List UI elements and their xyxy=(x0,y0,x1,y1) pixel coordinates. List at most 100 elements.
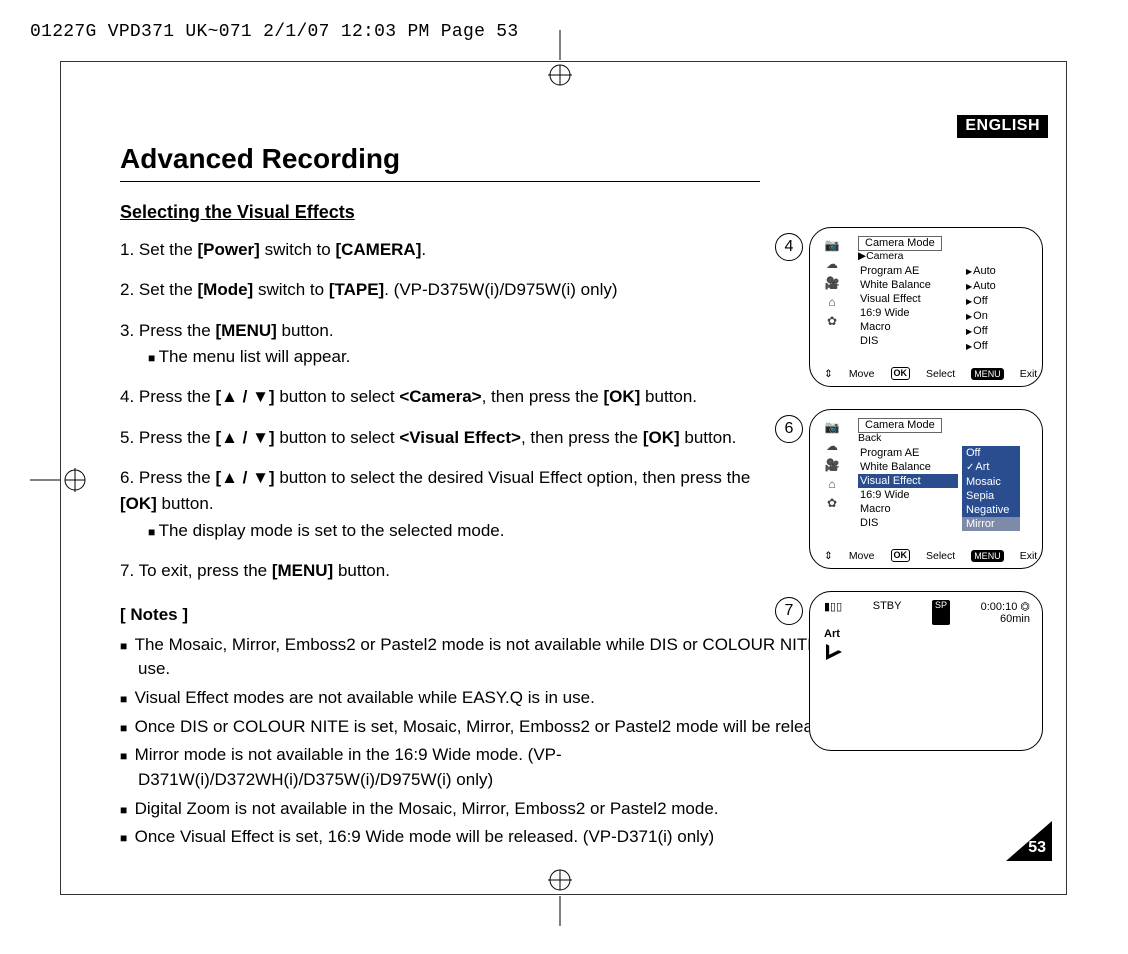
ok-key-icon: OK xyxy=(891,549,911,562)
page-number-badge: 53 xyxy=(1006,821,1052,861)
camcorder-icon: 🎥 xyxy=(824,458,840,473)
menu-value: Off xyxy=(966,339,1026,354)
menu-item: DIS xyxy=(858,516,958,530)
lcd-screen: 📷 ☁ 🎥 ⌂ ✿ Camera Mode Back Program AE Wh… xyxy=(809,409,1043,569)
lcd-back-label: Back xyxy=(858,432,881,444)
option-item: Sepia xyxy=(962,489,1020,503)
lcd-figure-6: 6 📷 ☁ 🎥 ⌂ ✿ Camera Mode Back Program AE … xyxy=(775,409,1060,569)
option-item-selected: Art xyxy=(962,460,1020,475)
notes-list: The Mosaic, Mirror, Emboss2 or Pastel2 m… xyxy=(120,633,858,850)
ok-key-icon: OK xyxy=(891,367,911,380)
step-3: 3. Press the [MENU] button. The menu lis… xyxy=(120,318,760,371)
lcd-figure-4: 4 📷 ☁ 🎥 ⌂ ✿ Camera Mode ▶Camera Program … xyxy=(775,227,1060,387)
menu-value: Auto xyxy=(966,279,1026,294)
instruction-steps: 1. Set the [Power] switch to [CAMERA]. 2… xyxy=(120,237,760,850)
gear-icon: ✿ xyxy=(824,314,840,329)
page-title: Advanced Recording xyxy=(120,143,760,182)
menu-item: Program AE xyxy=(858,264,958,278)
step-number-circle: 6 xyxy=(775,415,803,443)
scene-icon: ☁ xyxy=(824,257,840,272)
step-4: 4. Press the [▲ / ▼] button to select <C… xyxy=(120,384,760,410)
battery-icon: ▮▯▯ xyxy=(824,600,842,625)
effect-label: Art xyxy=(824,628,840,640)
step-3-sub: The menu list will appear. xyxy=(148,344,760,370)
sp-badge: SP xyxy=(932,600,950,625)
menu-item-selected: Visual Effect xyxy=(858,474,958,488)
lcd-footer: ⇕ Move OK Select MENU Exit xyxy=(824,549,1030,562)
menu-value: Off xyxy=(966,324,1026,339)
note-item: Visual Effect modes are not available wh… xyxy=(138,686,858,711)
option-item: Mirror xyxy=(962,517,1020,531)
camera-icon: 📷 xyxy=(824,420,840,435)
prepress-header: 01227G VPD371 UK~071 2/1/07 12:03 PM Pag… xyxy=(30,22,518,42)
lcd-menu-list: Program AE White Balance Visual Effect 1… xyxy=(858,446,958,530)
note-item: Once Visual Effect is set, 16:9 Wide mod… xyxy=(138,825,858,850)
page-number: 53 xyxy=(1028,839,1046,857)
footer-move-label: Move xyxy=(849,368,875,380)
step-2: 2. Set the [Mode] switch to [TAPE]. (VP-… xyxy=(120,277,760,303)
note-item: Once DIS or COLOUR NITE is set, Mosaic, … xyxy=(138,715,858,740)
camera-icon: 📷 xyxy=(824,238,840,253)
step-1: 1. Set the [Power] switch to [CAMERA]. xyxy=(120,237,760,263)
menu-item: DIS xyxy=(858,334,958,348)
menu-item: 16:9 Wide xyxy=(858,306,958,320)
camcorder-icon: 🎥 xyxy=(824,276,840,291)
step-number-circle: 7 xyxy=(775,597,803,625)
lcd-sidebar-icons: 📷 ☁ 🎥 ⌂ ✿ xyxy=(824,420,842,511)
lcd-status-bar: ▮▯▯ STBY SP 0:00:10 ⏣ 60min xyxy=(824,600,1030,625)
scene-icon: ☁ xyxy=(824,439,840,454)
menu-item: Macro xyxy=(858,502,958,516)
time-counter: 0:00:10 xyxy=(981,601,1018,613)
menu-item: White Balance xyxy=(858,460,958,474)
step-6-sub: The display mode is set to the selected … xyxy=(148,518,760,544)
menu-value: Off xyxy=(966,294,1026,309)
menu-item: White Balance xyxy=(858,278,958,292)
menu-item: 16:9 Wide xyxy=(858,488,958,502)
lcd-value-list: Auto Auto Off On Off Off xyxy=(966,264,1026,354)
updown-icon: ⇕ xyxy=(824,550,833,562)
lcd-screen: 📷 ☁ 🎥 ⌂ ✿ Camera Mode ▶Camera Program AE… xyxy=(809,227,1043,387)
menu-value: On xyxy=(966,309,1026,324)
play-indicator-icon xyxy=(824,642,844,665)
lcd-option-list: Off Art Mosaic Sepia Negative Mirror xyxy=(962,446,1020,531)
menu-item: Visual Effect xyxy=(858,292,958,306)
gear-icon: ✿ xyxy=(824,496,840,511)
step-7: 7. To exit, press the [MENU] button. xyxy=(120,558,760,584)
note-item: The Mosaic, Mirror, Emboss2 or Pastel2 m… xyxy=(138,633,858,682)
menu-key-icon: MENU xyxy=(971,368,1004,380)
footer-select-label: Select xyxy=(926,550,955,562)
notes-heading: [ Notes ] xyxy=(120,602,760,628)
tape-icon: ⏣ xyxy=(1020,601,1030,613)
lcd-menu-title: Camera Mode xyxy=(858,236,942,251)
note-item: Digital Zoom is not available in the Mos… xyxy=(138,797,858,822)
option-item: Mosaic xyxy=(962,475,1020,489)
footer-exit-label: Exit xyxy=(1020,550,1038,562)
section-subtitle: Selecting the Visual Effects xyxy=(120,202,1060,223)
step-5: 5. Press the [▲ / ▼] button to select <V… xyxy=(120,425,760,451)
menu-item: Program AE xyxy=(858,446,958,460)
option-item: Off xyxy=(962,446,1020,460)
step-number-circle: 4 xyxy=(775,233,803,261)
lcd-menu-list: Program AE White Balance Visual Effect 1… xyxy=(858,264,958,348)
display-icon: ⌂ xyxy=(824,295,840,310)
lcd-back-label: ▶Camera xyxy=(858,250,903,262)
lcd-menu-title: Camera Mode xyxy=(858,418,942,433)
lcd-footer: ⇕ Move OK Select MENU Exit xyxy=(824,367,1030,380)
display-icon: ⌂ xyxy=(824,477,840,492)
menu-value: Auto xyxy=(966,264,1026,279)
updown-icon: ⇕ xyxy=(824,368,833,380)
lcd-figure-7: 7 ▮▯▯ STBY SP 0:00:10 ⏣ 60min Art xyxy=(775,591,1060,751)
lcd-screen: ▮▯▯ STBY SP 0:00:10 ⏣ 60min Art xyxy=(809,591,1043,751)
footer-exit-label: Exit xyxy=(1020,368,1038,380)
footer-move-label: Move xyxy=(849,550,875,562)
menu-key-icon: MENU xyxy=(971,550,1004,562)
option-item: Negative xyxy=(962,503,1020,517)
lcd-sidebar-icons: 📷 ☁ 🎥 ⌂ ✿ xyxy=(824,238,842,329)
step-6: 6. Press the [▲ / ▼] button to select th… xyxy=(120,465,760,544)
stby-label: STBY xyxy=(873,600,902,625)
footer-select-label: Select xyxy=(926,368,955,380)
language-badge: ENGLISH xyxy=(957,115,1048,138)
menu-item: Macro xyxy=(858,320,958,334)
remaining-time: 60min xyxy=(1000,613,1030,625)
note-item: Mirror mode is not available in the 16:9… xyxy=(138,743,858,792)
